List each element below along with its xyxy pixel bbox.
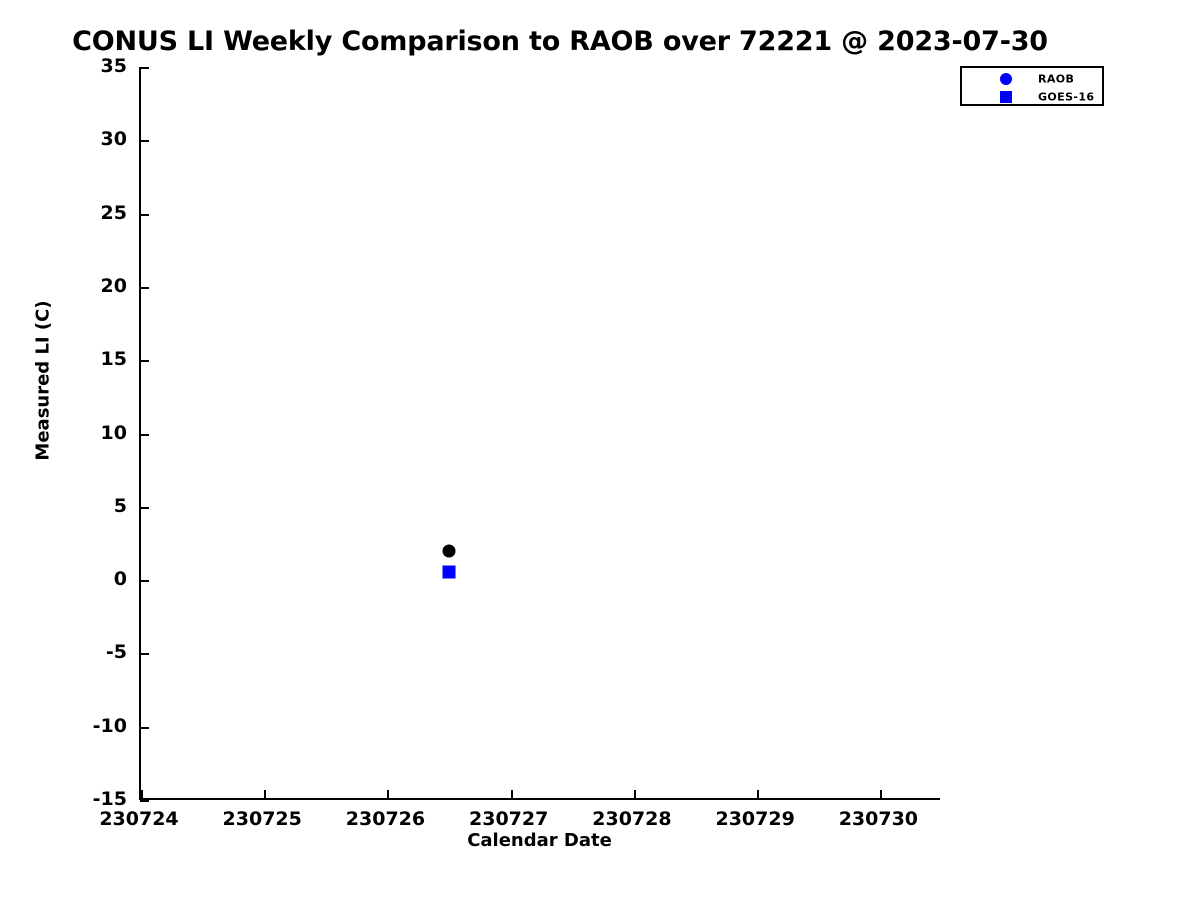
x-axis-title: Calendar Date [467, 830, 612, 851]
legend-item-raob[interactable]: RAOB [962, 70, 1102, 88]
y-axis-tick-label: -5 [105, 641, 127, 664]
y-axis-tick-label: -15 [92, 788, 127, 810]
y-axis-title: Measured LI (C) [32, 300, 54, 461]
legend-item-goes-16[interactable]: GOES-16 [962, 88, 1102, 106]
y-axis-tick [140, 726, 149, 729]
x-axis-tick-label: 230725 [222, 808, 302, 830]
x-axis-tick-label: 230728 [592, 808, 672, 830]
x-axis-tick-label: 230730 [838, 808, 919, 830]
y-axis-tick [140, 213, 149, 216]
data-point-goes-16 [442, 565, 456, 579]
x-axis-tick [387, 790, 390, 799]
y-axis-tick [140, 433, 149, 436]
y-axis-tick [140, 67, 149, 69]
x-axis-tick-label: 230724 [99, 808, 179, 830]
chart-legend: RAOB GOES-16 [960, 66, 1104, 106]
y-axis-tick-label: 35 [100, 55, 127, 77]
y-axis-tick-label: 25 [100, 201, 127, 224]
x-axis-tick [141, 790, 143, 799]
plot-area [139, 67, 940, 802]
x-axis-tick-label: 230729 [715, 808, 795, 830]
y-axis-tick [140, 140, 149, 143]
y-axis-tick-label: 5 [113, 494, 127, 517]
y-axis-tick [140, 360, 149, 363]
plot-inner [140, 67, 940, 802]
y-axis-tick-label: 10 [100, 421, 127, 444]
y-axis-tick [140, 653, 149, 656]
legend-label: GOES-16 [1038, 90, 1095, 104]
x-axis-tick [510, 790, 513, 799]
y-axis-tick [140, 800, 149, 802]
y-axis-tick-label: 0 [113, 568, 127, 591]
legend-label: RAOB [1038, 72, 1075, 86]
y-axis-tick-label: 20 [100, 274, 127, 297]
square-marker-icon [1000, 91, 1012, 103]
chart-title: CONUS LI Weekly Comparison to RAOB over … [72, 26, 1048, 57]
y-axis-tick-label: 15 [100, 348, 127, 371]
x-axis-tick [880, 790, 883, 799]
x-axis-tick [757, 790, 760, 799]
y-axis-tick-label: -10 [92, 714, 127, 737]
data-point-raob [442, 544, 456, 558]
y-axis-tick [140, 580, 149, 583]
y-axis-tick [140, 286, 149, 289]
x-axis-tick [264, 790, 267, 799]
y-axis-tick-label: 30 [100, 128, 127, 151]
x-axis-tick [633, 790, 636, 799]
x-axis-tick-label: 230726 [345, 808, 426, 830]
y-axis-tick [140, 506, 149, 509]
circle-marker-icon [1000, 73, 1012, 85]
x-axis-tick-label: 230727 [469, 808, 549, 830]
